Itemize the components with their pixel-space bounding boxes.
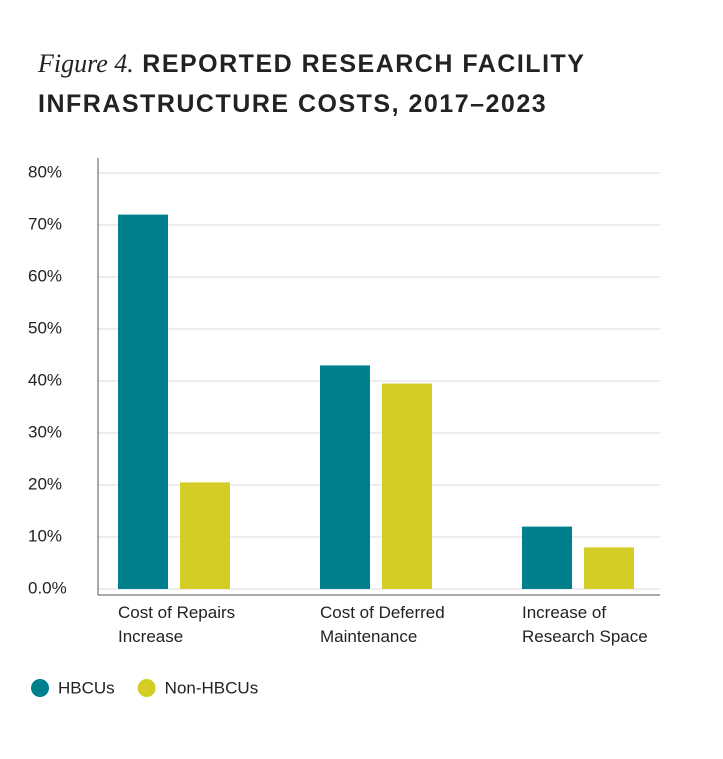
y-tick-label: 40% [28,370,62,389]
legend-label: HBCUs [58,678,115,697]
bar [382,383,432,589]
y-tick-label: 70% [28,214,62,233]
legend-swatch [31,679,49,697]
y-tick-label: 20% [28,474,62,493]
bar [118,214,168,589]
y-tick-label: 10% [28,526,62,545]
bar [584,547,634,589]
x-tick-label: Cost of Deferred Maintenance [320,603,445,646]
title-block: Figure 4. REPORTED RESEARCH FACILITY INF… [38,44,638,124]
bar [522,526,572,589]
y-tick-label: 0.0% [28,578,67,597]
y-tick-label: 80% [28,162,62,181]
x-tick-label: Increase of Research Space [522,603,648,646]
y-tick-label: 50% [28,318,62,337]
y-tick-label: 60% [28,266,62,285]
x-tick-label: Cost of Repairs Increase [118,603,236,646]
chart-title: REPORTED RESEARCH FACILITY INFRASTRUCTUR… [38,50,586,118]
bar [320,365,370,589]
bar [180,482,230,589]
legend-label: Non-HBCUs [165,678,259,697]
figure-label: Figure 4. [38,49,134,78]
y-tick-label: 30% [28,422,62,441]
legend-swatch [137,679,156,697]
